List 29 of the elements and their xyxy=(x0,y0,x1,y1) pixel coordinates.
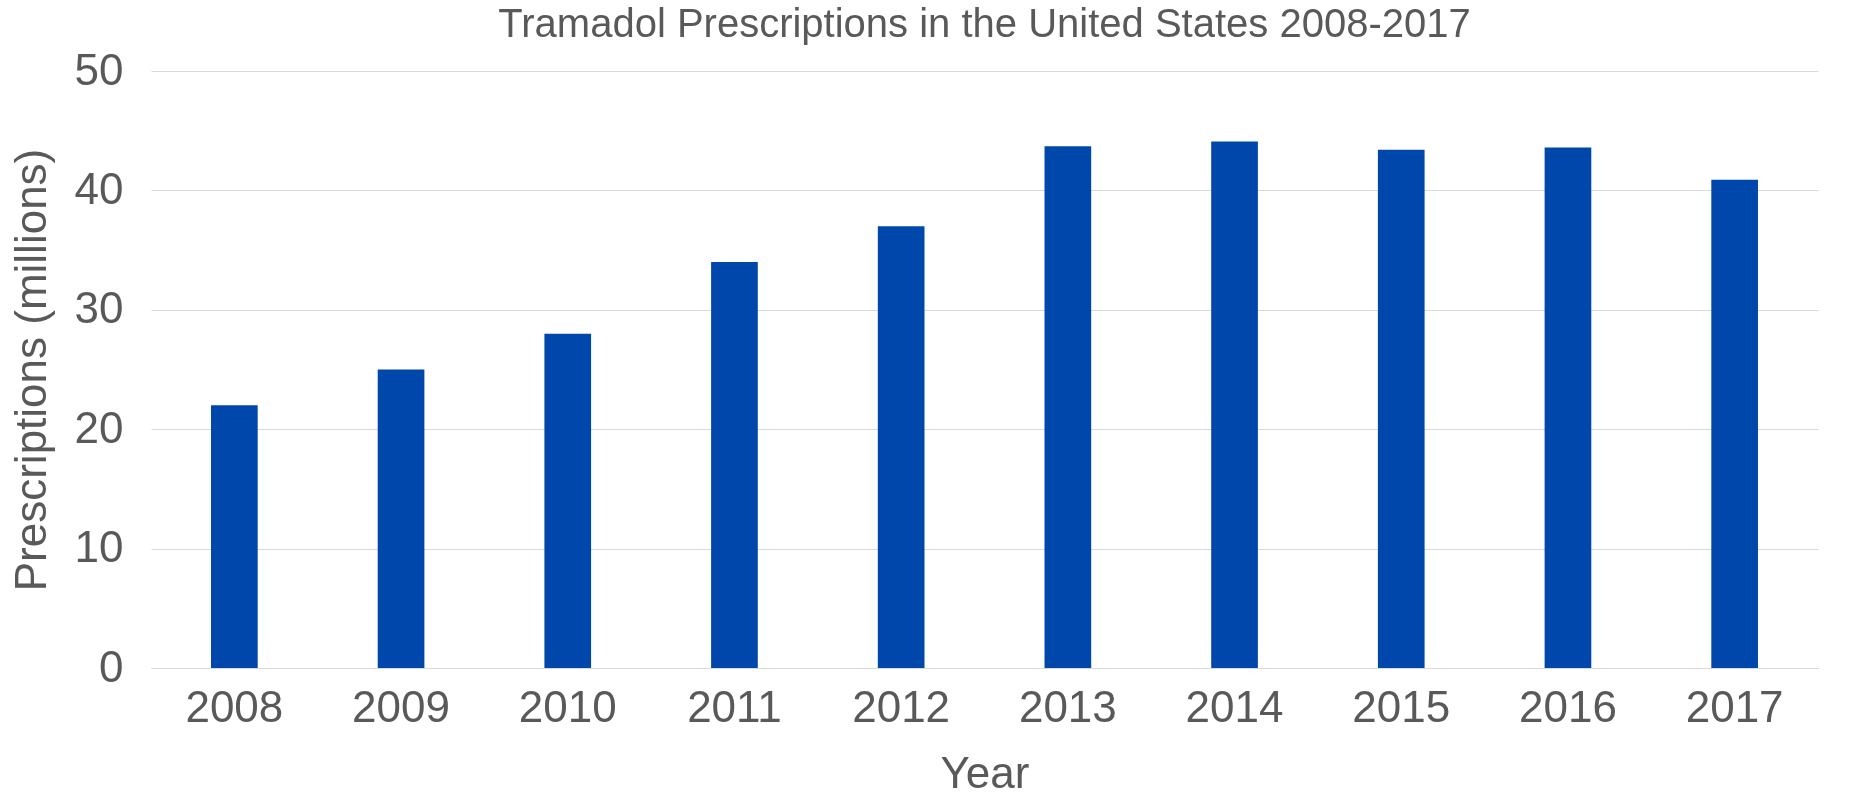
bar xyxy=(211,405,258,668)
x-tick-label: 2014 xyxy=(1185,681,1284,731)
x-tick-label: 2017 xyxy=(1685,681,1784,731)
bar xyxy=(1377,149,1425,668)
x-tick-label: 2010 xyxy=(518,681,617,731)
x-tick-label: 2015 xyxy=(1352,681,1451,731)
y-axis-title: Prescriptions (millions) xyxy=(5,148,55,592)
bar xyxy=(877,226,925,668)
bar xyxy=(377,369,425,668)
x-tick-label: 2016 xyxy=(1519,681,1617,731)
chart-title: Tramadol Prescriptions in the United States 2008-2017 xyxy=(498,1,1471,45)
bar xyxy=(1544,147,1592,668)
x-axis-title: Year xyxy=(940,747,1030,797)
y-tick-label: 30 xyxy=(74,283,124,333)
x-tick-label: 2013 xyxy=(1018,681,1117,731)
x-tick-label: 2009 xyxy=(352,681,450,731)
y-tick-label: 50 xyxy=(74,44,124,94)
x-tick-label: 2012 xyxy=(852,681,951,731)
y-tick-label: 40 xyxy=(74,163,124,213)
bar xyxy=(1211,141,1258,668)
x-tick-label: 2008 xyxy=(185,681,284,731)
y-tick-label: 10 xyxy=(74,522,124,572)
y-tick-label: 0 xyxy=(99,641,124,691)
x-tick-label: 2011 xyxy=(687,681,782,731)
bar xyxy=(711,262,758,668)
bar xyxy=(544,333,592,668)
y-tick-label: 20 xyxy=(74,402,124,452)
bar xyxy=(1044,146,1092,668)
bar xyxy=(1711,179,1758,668)
